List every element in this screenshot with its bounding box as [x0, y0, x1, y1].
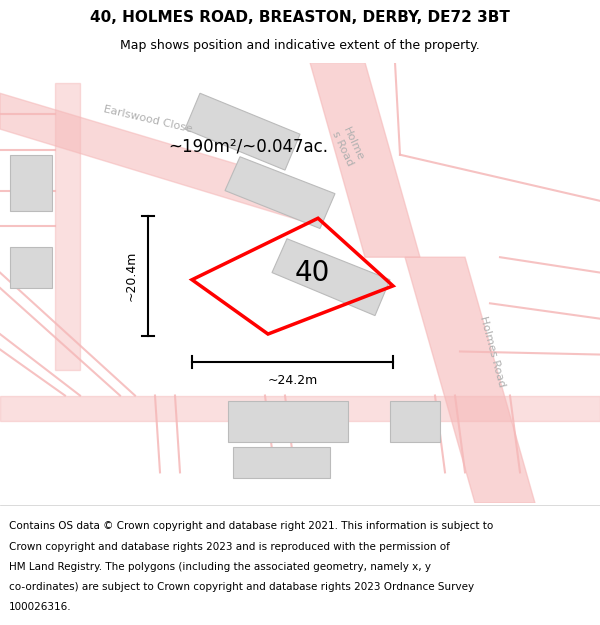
Text: 100026316.: 100026316.	[9, 602, 71, 612]
Text: Crown copyright and database rights 2023 and is reproduced with the permission o: Crown copyright and database rights 2023…	[9, 541, 450, 551]
Text: 40: 40	[295, 259, 329, 287]
Polygon shape	[228, 401, 348, 442]
Polygon shape	[225, 157, 335, 229]
Text: co-ordinates) are subject to Crown copyright and database rights 2023 Ordnance S: co-ordinates) are subject to Crown copyr…	[9, 582, 474, 592]
Polygon shape	[272, 239, 390, 316]
Polygon shape	[310, 62, 420, 258]
Polygon shape	[390, 401, 440, 442]
Polygon shape	[233, 447, 330, 478]
Text: HM Land Registry. The polygons (including the associated geometry, namely x, y: HM Land Registry. The polygons (includin…	[9, 562, 431, 572]
Polygon shape	[0, 93, 325, 226]
Text: Contains OS data © Crown copyright and database right 2021. This information is : Contains OS data © Crown copyright and d…	[9, 521, 493, 531]
Text: ~190m²/~0.047ac.: ~190m²/~0.047ac.	[168, 138, 328, 156]
Text: ~20.4m: ~20.4m	[125, 251, 138, 301]
Text: Map shows position and indicative extent of the property.: Map shows position and indicative extent…	[120, 39, 480, 51]
Polygon shape	[10, 155, 52, 211]
Polygon shape	[55, 83, 80, 370]
Polygon shape	[185, 93, 300, 170]
Text: Holme
s Road: Holme s Road	[331, 125, 365, 168]
Polygon shape	[0, 396, 600, 421]
Text: Earlswood Close: Earlswood Close	[103, 104, 193, 134]
Text: 40, HOLMES ROAD, BREASTON, DERBY, DE72 3BT: 40, HOLMES ROAD, BREASTON, DERBY, DE72 3…	[90, 10, 510, 25]
Text: ~24.2m: ~24.2m	[268, 374, 317, 387]
Polygon shape	[405, 258, 535, 503]
Text: Holmes Road: Holmes Road	[478, 315, 506, 388]
Polygon shape	[10, 247, 52, 288]
